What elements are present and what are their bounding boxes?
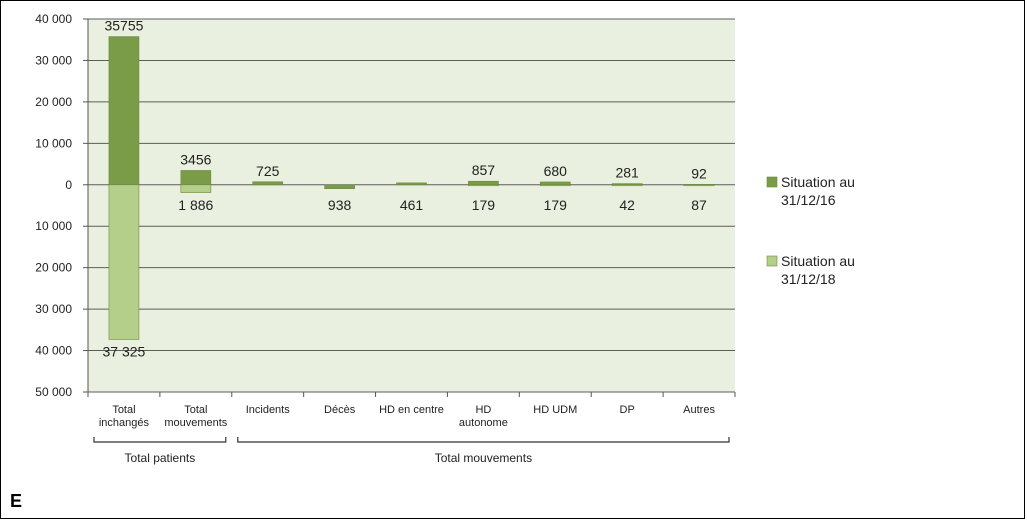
group-bracket [237,437,730,443]
bar-series-2 [611,184,643,187]
y-tick-label: 10 000 [35,219,72,233]
legend-swatch-series-2 [766,255,778,267]
legend-label-series-2: 31/12/18 [781,271,836,287]
x-category-label: DP [620,404,635,416]
x-category-label: Total [112,404,135,416]
y-tick-label: 10 000 [35,136,72,150]
data-label-series-1: 35755 [104,18,143,34]
data-label-series-1: 92 [691,165,707,181]
x-category-label: autonome [459,417,508,429]
legend: Situation au 31/12/16 Situation au 31/12/18 [766,174,855,287]
x-category-label: Autres [683,404,715,416]
data-label-series-1: 680 [544,163,568,179]
legend-label-series-1: Situation au [781,174,855,190]
legend-label-series-1: 31/12/16 [781,192,836,208]
category-groups: Total patients Total mouvements [93,437,730,465]
y-tick-label: 20 000 [35,261,72,275]
x-category-label: HD en centre [379,404,444,416]
bar-series-1 [108,36,140,186]
x-category-label: mouvements [164,417,227,429]
data-label-series-2: 1 886 [178,197,213,213]
legend-label-series-2: Situation au [781,253,855,269]
y-axis-ticks: 40 000 30 000 20 000 10 000 0 10 000 20 000 30 … [35,12,88,399]
data-label-series-1: 725 [256,163,280,179]
bar-series-2 [468,184,499,187]
bar-series-2 [683,184,715,187]
y-tick-label: 0 [65,178,72,192]
x-category-label: Décès [324,404,356,416]
y-tick-label: 30 000 [35,53,72,67]
group-label: Total mouvements [435,451,532,465]
bar-series-1 [180,170,212,186]
axes [87,19,736,397]
data-label-series-1: 857 [472,162,496,178]
y-tick-label: 30 000 [35,302,72,316]
bar-series-1 [324,184,355,189]
data-label-series-2: 938 [328,197,352,213]
plot-area [88,19,735,392]
data-label-series-1: 281 [615,165,639,181]
data-label-series-2: 37 325 [103,343,146,359]
bar-series-2 [180,184,212,193]
bars [108,36,715,340]
bar-series-1 [252,181,284,186]
x-category-label: HD [475,404,491,416]
data-label-series-2: 87 [691,197,707,213]
y-tick-label: 40 000 [35,344,72,358]
bar-series-2 [539,184,571,187]
x-category-label: Total [184,404,207,416]
data-labels: 35755 3456 725 857 680 281 92 37 325 1 886 938 461… [103,18,708,360]
data-label-series-2: 179 [472,197,496,213]
y-tick-label: 50 000 [35,385,72,399]
bar-series-1 [468,180,499,186]
panel-label: E [10,491,22,511]
x-category-label: inchangés [99,417,150,429]
data-label-series-2: 42 [619,197,635,213]
y-tick-label: 40 000 [35,12,72,26]
group-label: Total patients [125,451,196,465]
data-label-series-2: 461 [400,197,424,213]
x-category-label: Incidents [246,404,291,416]
legend-swatch-series-1 [766,176,778,188]
data-label-series-2: 179 [544,197,568,213]
group-bracket [93,437,227,443]
gridlines [88,18,735,393]
data-label-series-1: 3456 [180,151,211,167]
bar-series-2 [108,184,140,340]
bar-series-1 [539,181,571,186]
bar-series-1 [396,182,427,186]
y-tick-label: 20 000 [35,95,72,109]
x-category-label: HD UDM [533,404,577,416]
